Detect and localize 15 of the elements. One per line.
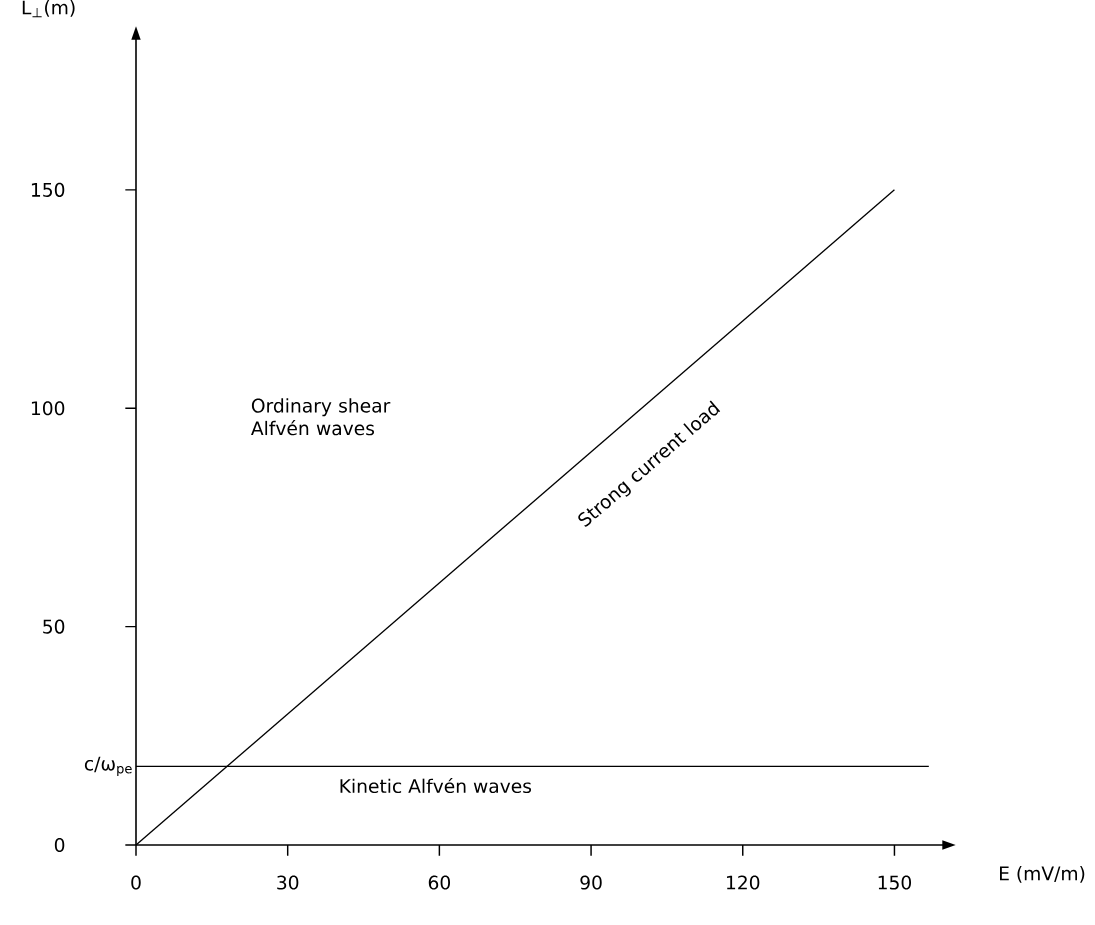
annotation: Ordinary shear Alfvén waves bbox=[251, 398, 391, 436]
x-axis-title: E (mV/m) bbox=[1000, 866, 1085, 883]
x-tick-label: 150 bbox=[878, 875, 912, 890]
y-tick-label: 100 bbox=[31, 401, 65, 416]
y-tick-label: 50 bbox=[43, 619, 65, 634]
y-tick-label: 150 bbox=[31, 182, 65, 197]
ref-line-label: c/ω$_{pe}$ bbox=[84, 756, 132, 776]
x-tick-label: 90 bbox=[580, 875, 602, 890]
annotation: Kinetic Alfvén waves bbox=[340, 777, 532, 794]
x-tick-label: 30 bbox=[277, 875, 299, 890]
x-tick-label: 0 bbox=[131, 875, 141, 890]
x-tick-label: 120 bbox=[726, 875, 760, 890]
x-tick-label: 60 bbox=[428, 875, 451, 890]
y-tick-label: 0 bbox=[54, 837, 65, 853]
y-axis-title: L$_{⊥}$(m) bbox=[22, 0, 75, 18]
